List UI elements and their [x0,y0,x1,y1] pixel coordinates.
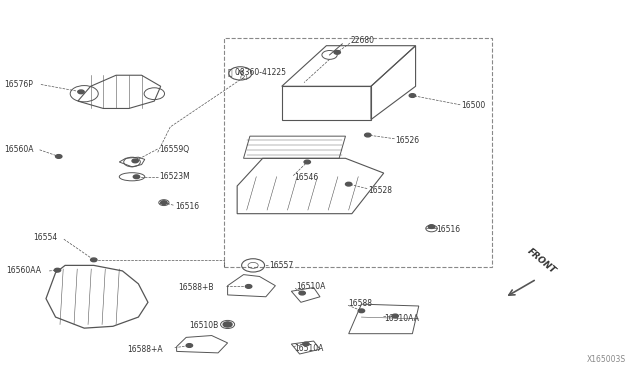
Circle shape [133,175,140,179]
Text: 16516: 16516 [175,202,199,211]
Circle shape [91,258,97,262]
Text: X165003S: X165003S [587,355,626,364]
Circle shape [428,225,435,228]
Text: FRONT: FRONT [525,246,558,275]
Circle shape [161,201,167,205]
Text: 16510AA: 16510AA [384,314,419,323]
Circle shape [78,90,84,94]
Circle shape [246,285,252,288]
Circle shape [132,159,138,163]
Text: (2): (2) [240,75,248,80]
Circle shape [225,323,231,326]
Text: 16560A: 16560A [4,145,34,154]
Text: 22680: 22680 [351,36,374,45]
Text: N: N [237,70,243,76]
Text: 16526: 16526 [395,137,419,145]
Text: 16559Q: 16559Q [159,145,189,154]
Circle shape [303,342,309,346]
Text: 16510B: 16510B [189,321,219,330]
Text: 16510A: 16510A [296,282,325,291]
Circle shape [409,94,415,97]
Circle shape [223,322,232,327]
Text: 16510A: 16510A [294,344,324,353]
Text: 16500: 16500 [461,101,486,110]
Text: 16557: 16557 [269,261,293,270]
Text: 16588+B: 16588+B [179,283,214,292]
Text: 16528: 16528 [368,186,392,195]
Text: 16560AA: 16560AA [6,266,42,275]
Circle shape [334,51,340,54]
Circle shape [54,268,61,272]
Circle shape [392,314,398,318]
Text: 16588+A: 16588+A [127,345,163,354]
Text: 16576P: 16576P [4,80,33,89]
Text: Ⓝ 08360-41225: Ⓝ 08360-41225 [228,68,286,77]
Bar [225,38,492,267]
Circle shape [56,155,62,158]
Text: 16546: 16546 [294,173,319,182]
Circle shape [346,182,352,186]
Circle shape [358,309,365,312]
Text: 16523M: 16523M [159,172,190,181]
Text: 16516: 16516 [436,225,460,234]
Text: 16554: 16554 [33,233,58,242]
Circle shape [304,160,310,164]
Circle shape [299,291,305,295]
Circle shape [365,133,371,137]
Circle shape [186,344,193,347]
Text: 16588: 16588 [349,299,372,308]
